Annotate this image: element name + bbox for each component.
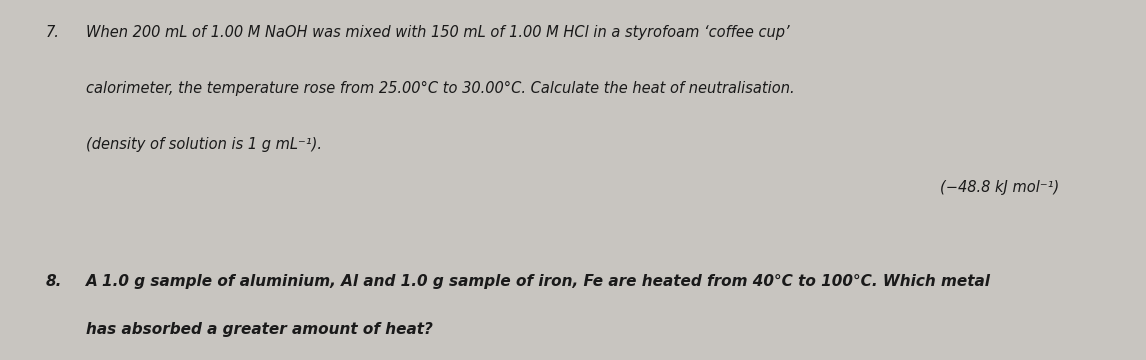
Text: When 200 mL of 1.00 M NaOH was mixed with 150 mL of 1.00 M HCl in a styrofoam ‘c: When 200 mL of 1.00 M NaOH was mixed wit… [86,25,790,40]
Text: has absorbed a greater amount of heat?: has absorbed a greater amount of heat? [86,322,433,337]
Text: calorimeter, the temperature rose from 25.00°C to 30.00°C. Calculate the heat of: calorimeter, the temperature rose from 2… [86,81,794,96]
Text: A 1.0 g sample of aluminium, Al and 1.0 g sample of iron, Fe are heated from 40°: A 1.0 g sample of aluminium, Al and 1.0 … [86,274,991,289]
Text: 8.: 8. [46,274,62,289]
Text: (−48.8 kJ mol⁻¹): (−48.8 kJ mol⁻¹) [940,180,1059,195]
Text: (density of solution is 1 g mL⁻¹).: (density of solution is 1 g mL⁻¹). [86,137,322,152]
Text: 7.: 7. [46,25,60,40]
